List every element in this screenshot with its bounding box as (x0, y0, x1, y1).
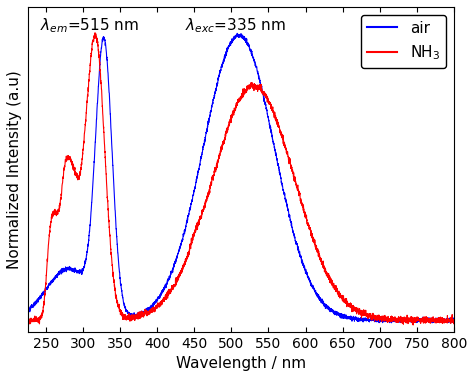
X-axis label: Wavelength / nm: Wavelength / nm (176, 356, 306, 371)
Y-axis label: Normalized Intensity (a.u): Normalized Intensity (a.u) (7, 70, 22, 269)
Text: $\lambda_{exc}$=335 nm: $\lambda_{exc}$=335 nm (185, 17, 286, 36)
Legend: air, NH$_3$: air, NH$_3$ (361, 15, 446, 68)
Text: $\lambda_{em}$=515 nm: $\lambda_{em}$=515 nm (40, 17, 139, 36)
